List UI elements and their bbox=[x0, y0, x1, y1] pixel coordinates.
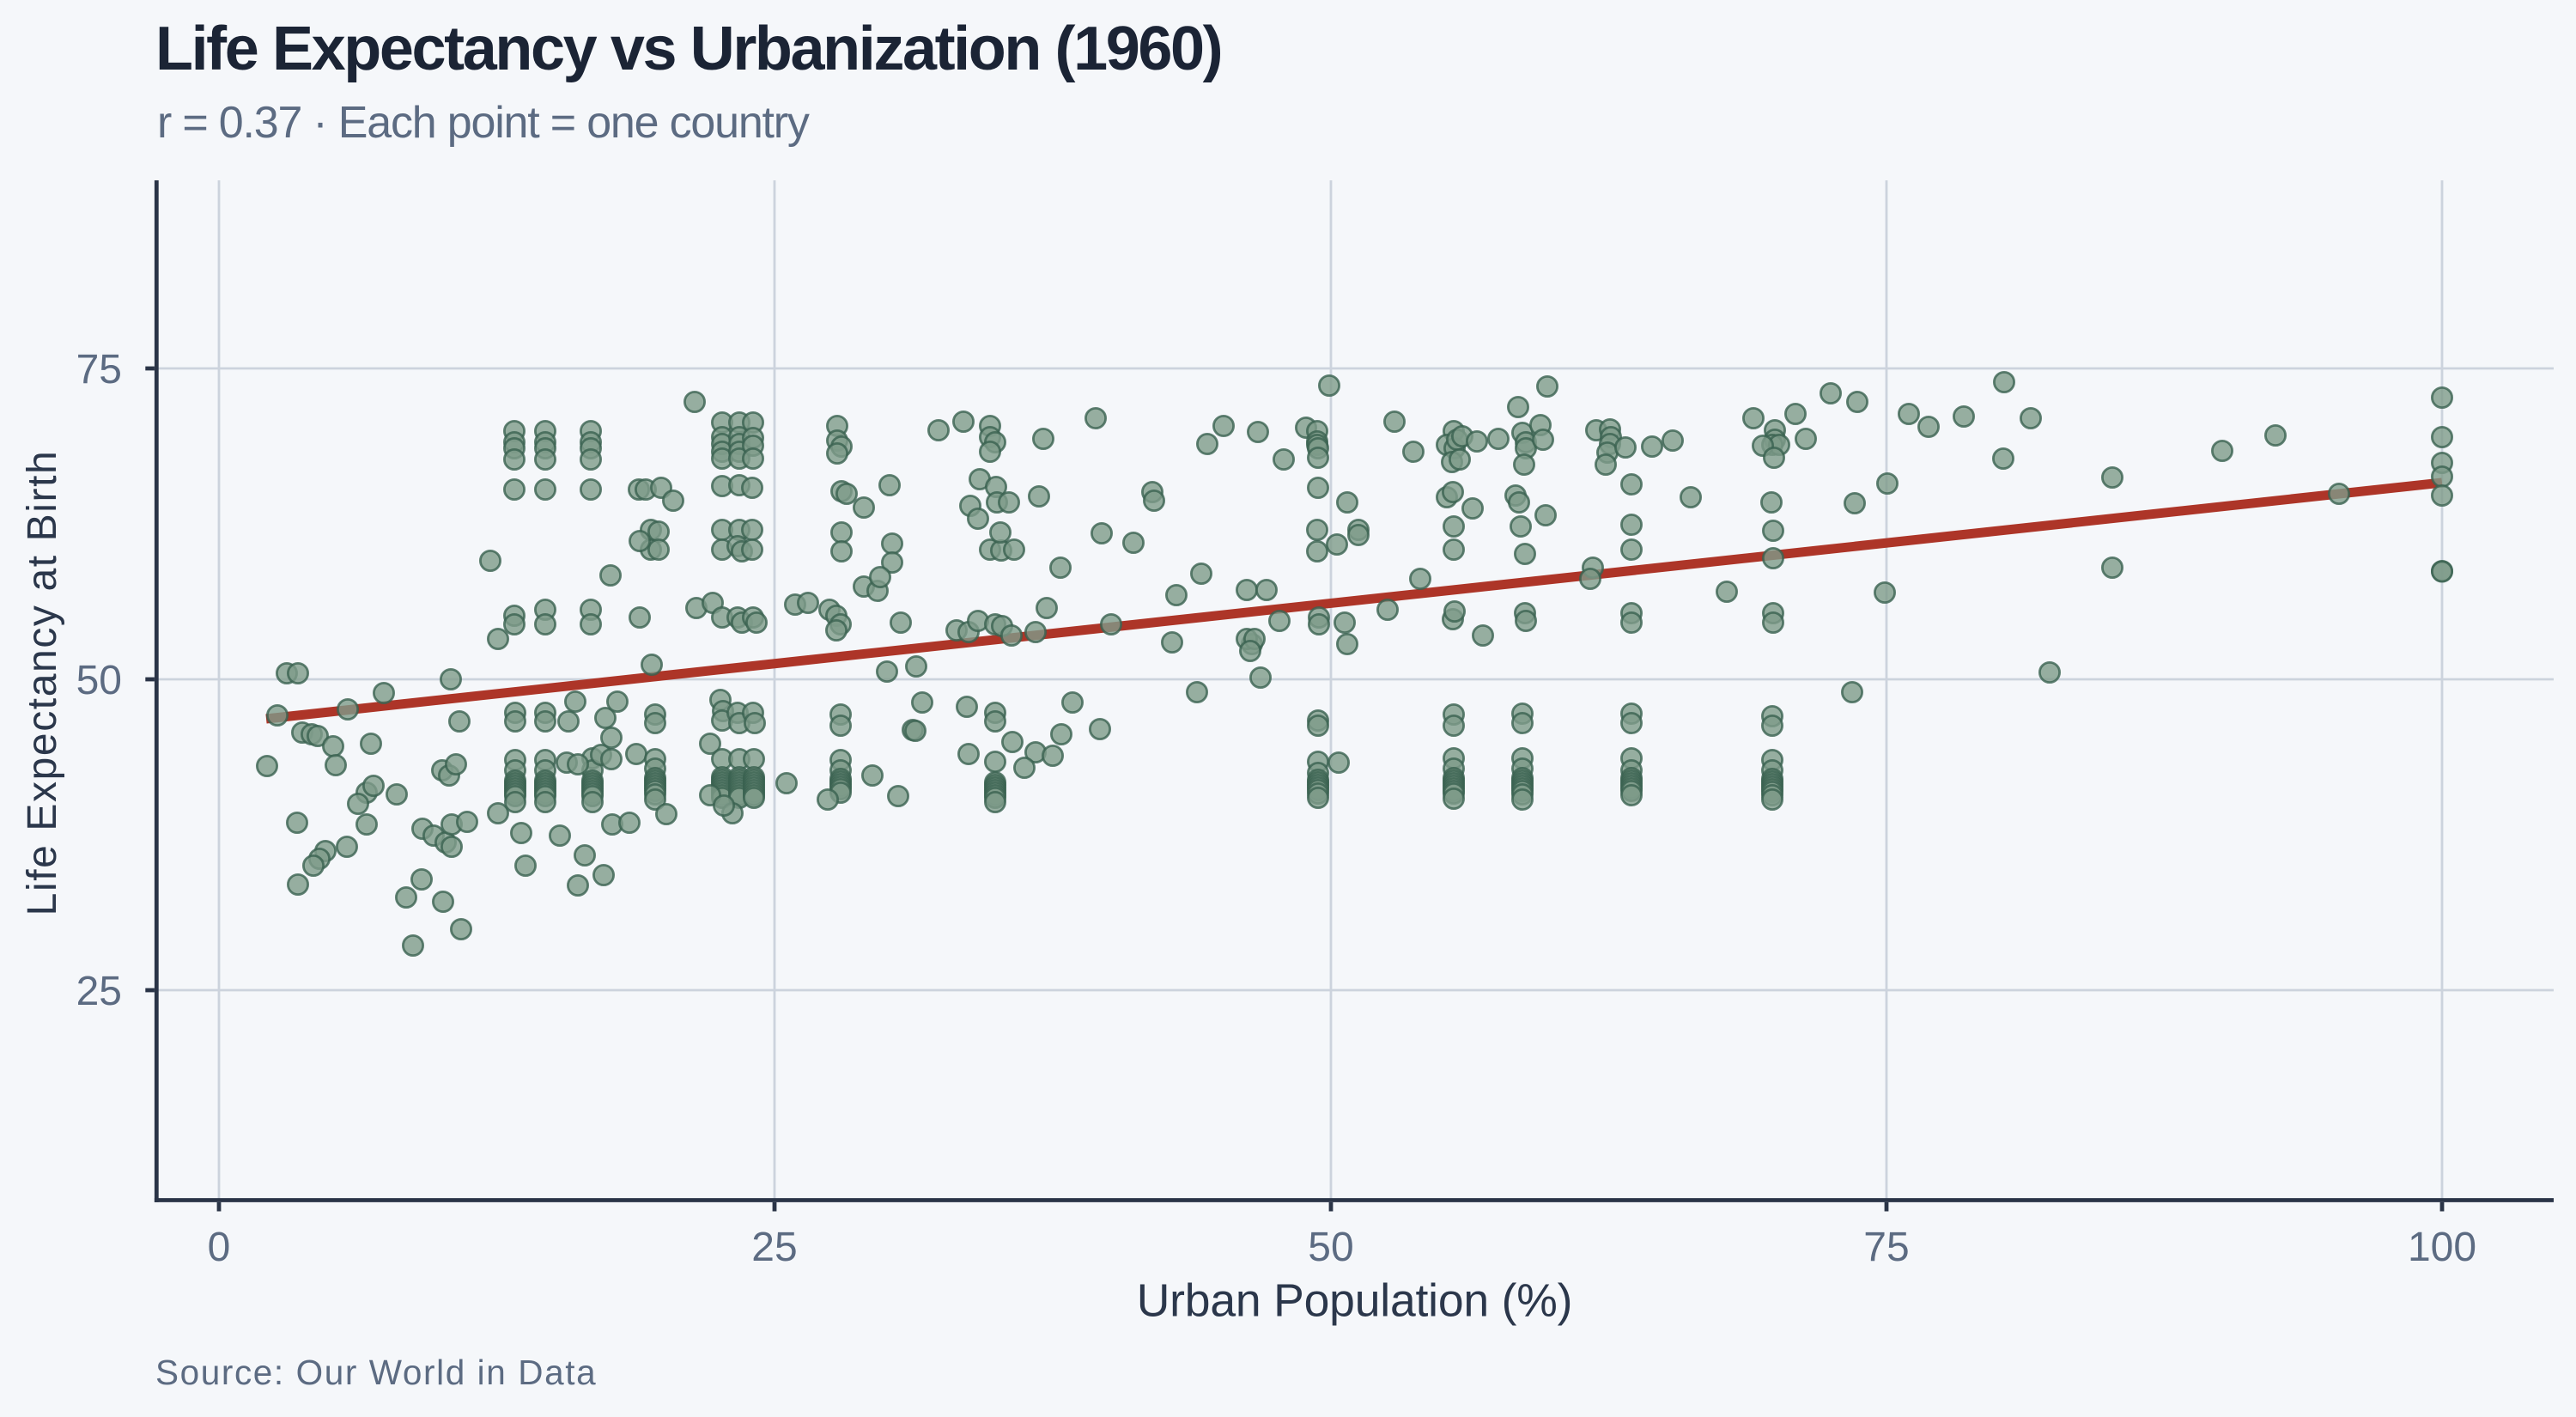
svg-text:Urban Population (%): Urban Population (%) bbox=[1137, 1276, 1573, 1327]
svg-text:100: 100 bbox=[2408, 1225, 2476, 1270]
svg-text:25: 25 bbox=[751, 1225, 797, 1270]
svg-text:0: 0 bbox=[208, 1225, 231, 1270]
svg-text:50: 50 bbox=[1308, 1225, 1353, 1270]
svg-text:25: 25 bbox=[76, 969, 122, 1014]
svg-text:Life Expectancy at Birth: Life Expectancy at Birth bbox=[20, 450, 65, 916]
svg-text:75: 75 bbox=[1863, 1225, 1909, 1270]
svg-text:r = 0.37 · Each point = one co: r = 0.37 · Each point = one country bbox=[157, 98, 810, 148]
svg-text:75: 75 bbox=[76, 347, 122, 392]
svg-text:Life Expectancy vs Urbanizatio: Life Expectancy vs Urbanization (1960) bbox=[155, 15, 1221, 83]
svg-text:Source: Our World in Data: Source: Our World in Data bbox=[155, 1353, 597, 1392]
svg-text:50: 50 bbox=[76, 658, 122, 703]
